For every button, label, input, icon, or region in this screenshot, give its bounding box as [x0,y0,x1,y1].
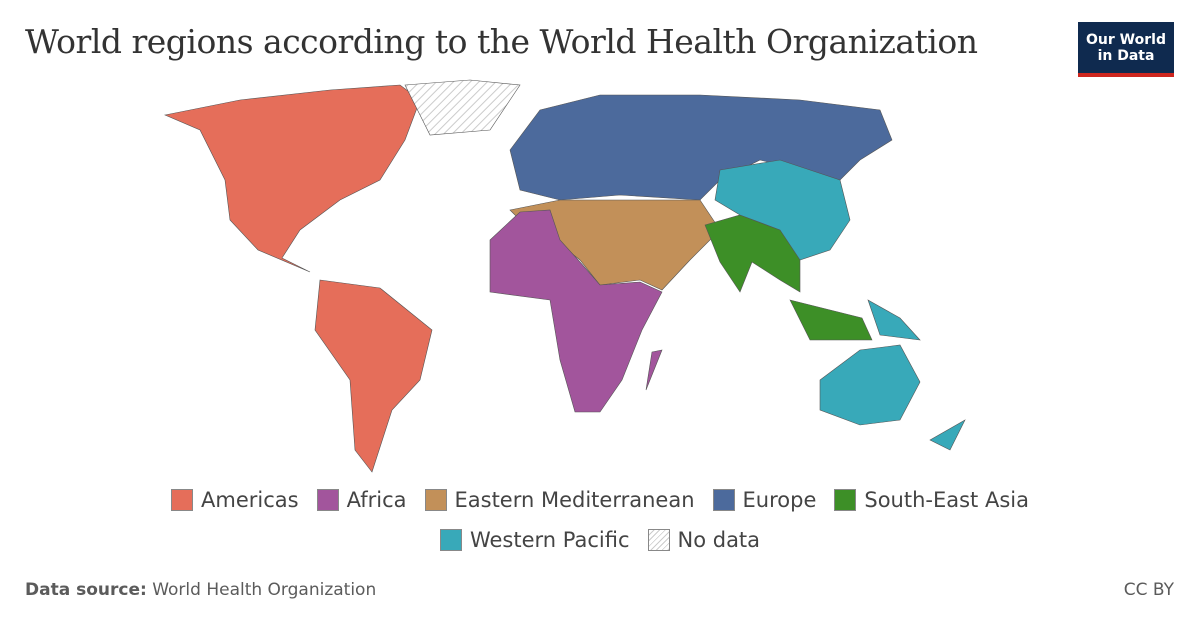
legend-swatch [171,489,194,511]
source: World Health Organization [152,580,377,600]
legend-item[interactable]: Europe [712,488,817,512]
legend-swatch [439,529,462,551]
legend-label: No data [677,528,761,552]
region[interactable] [404,79,521,136]
legend-item[interactable]: Western Pacific [439,528,630,552]
region[interactable] [929,419,966,451]
logo-line: Our World [1086,32,1166,48]
legend-label: Eastern Mediterranean [454,488,695,512]
region[interactable] [867,299,921,341]
region[interactable] [819,344,921,426]
legend-item[interactable]: South-East Asia [834,488,1029,512]
logo-line: in Data [1097,48,1155,64]
legend-swatch [424,489,447,511]
legend-label: South-East Asia [864,488,1029,512]
legend-item[interactable]: Eastern Mediterranean [424,488,695,512]
legend-swatch [647,529,670,551]
legend-swatch [316,489,339,511]
region[interactable] [314,279,433,473]
region[interactable] [509,94,893,201]
legend: Americas Africa Eastern Mediterranean Europ… [130,488,1070,552]
legend-label: Americas [201,488,299,512]
region[interactable] [789,299,873,341]
logo[interactable]: Our World in Data [1078,22,1174,77]
title: World regions according to the World Hea… [25,22,978,61]
region[interactable] [645,349,663,391]
legend-item[interactable]: Africa [316,488,407,512]
legend-swatch [834,489,857,511]
license[interactable]: CC BY [1123,580,1174,600]
legend-item[interactable]: Americas [171,488,299,512]
footer: Data source: World Health Organization [25,580,376,600]
legend-label: Africa [346,488,407,512]
legend-swatch [712,489,735,511]
region[interactable] [163,84,421,273]
legend-label: Europe [742,488,817,512]
region[interactable] [714,159,851,261]
legend-label: Western Pacific [469,528,630,552]
legend-item[interactable]: No data [647,528,761,552]
region[interactable] [489,209,663,413]
source-label: Data source: [25,580,147,600]
map [163,79,966,473]
